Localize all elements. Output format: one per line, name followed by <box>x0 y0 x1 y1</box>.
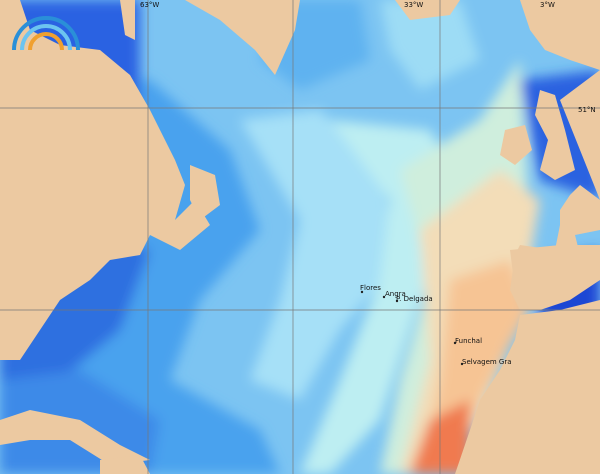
africa <box>455 300 600 474</box>
northern-europe <box>520 0 600 70</box>
place-label: Selvagem Gra <box>462 358 512 366</box>
place-label: Flores <box>360 284 381 292</box>
iceland <box>395 0 460 20</box>
place-label: Angra <box>385 290 406 298</box>
logo <box>12 16 80 51</box>
place-markers <box>360 290 464 366</box>
iberia <box>510 245 600 310</box>
place-label: Funchal <box>455 337 482 345</box>
greenland <box>185 0 300 75</box>
ireland <box>500 125 532 165</box>
north-america <box>0 0 210 360</box>
uk <box>535 90 575 180</box>
longitude-label: 3°W <box>540 1 555 9</box>
longitude-label: 63°W <box>140 1 159 9</box>
hispaniola <box>100 455 150 474</box>
cuba <box>0 410 150 465</box>
place-label: P. Delgada <box>396 295 433 303</box>
labrador-island <box>120 0 135 40</box>
latitude-label: 51°N <box>578 106 596 114</box>
longitude-label: 33°W <box>404 1 423 9</box>
newfoundland <box>190 165 220 220</box>
